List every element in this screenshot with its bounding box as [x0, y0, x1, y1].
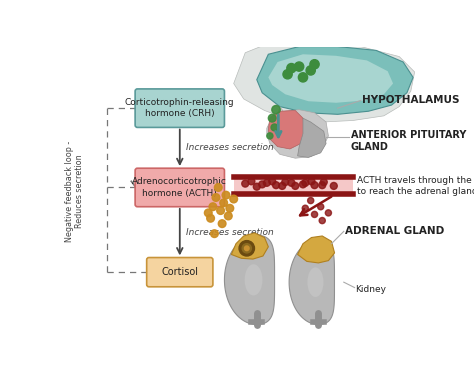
Circle shape	[292, 182, 299, 189]
Circle shape	[204, 209, 212, 217]
Circle shape	[222, 191, 230, 199]
Circle shape	[248, 178, 255, 185]
Circle shape	[302, 179, 309, 186]
Ellipse shape	[308, 267, 324, 297]
Circle shape	[319, 218, 325, 223]
Polygon shape	[268, 111, 305, 149]
Circle shape	[298, 73, 308, 82]
Circle shape	[226, 204, 234, 212]
Circle shape	[209, 203, 217, 211]
Circle shape	[283, 70, 292, 79]
Circle shape	[269, 178, 276, 185]
Circle shape	[310, 60, 319, 69]
Circle shape	[320, 178, 327, 185]
Circle shape	[268, 114, 276, 122]
Text: Increases secretion: Increases secretion	[186, 228, 273, 237]
Circle shape	[207, 215, 214, 222]
Circle shape	[318, 204, 324, 210]
Text: Corticotrophin-releasing
hormone (CRH): Corticotrophin-releasing hormone (CRH)	[125, 98, 235, 118]
Circle shape	[279, 182, 286, 189]
Polygon shape	[267, 110, 328, 158]
Text: Adrenocorticotrophic
hormone (ACTH): Adrenocorticotrophic hormone (ACTH)	[132, 177, 227, 197]
Circle shape	[302, 205, 309, 211]
Polygon shape	[289, 240, 335, 324]
Polygon shape	[234, 43, 415, 122]
Circle shape	[220, 199, 228, 207]
Circle shape	[271, 124, 278, 131]
Circle shape	[253, 183, 260, 190]
Circle shape	[230, 195, 237, 203]
Polygon shape	[274, 107, 310, 147]
Circle shape	[217, 207, 225, 215]
Circle shape	[311, 182, 318, 189]
Circle shape	[311, 211, 318, 218]
Circle shape	[319, 182, 326, 189]
FancyBboxPatch shape	[135, 89, 225, 127]
Circle shape	[294, 62, 304, 71]
Text: HYPOTHALAMUS: HYPOTHALAMUS	[362, 95, 460, 106]
Polygon shape	[298, 236, 335, 263]
Polygon shape	[257, 47, 413, 114]
Circle shape	[210, 230, 219, 237]
FancyBboxPatch shape	[135, 168, 225, 207]
Circle shape	[225, 212, 232, 220]
Text: ANTERIOR PITUITARY
GLAND: ANTERIOR PITUITARY GLAND	[351, 130, 466, 152]
Polygon shape	[231, 233, 268, 259]
Circle shape	[273, 182, 280, 189]
Text: ACTH travels through the blood
to reach the adrenal glands: ACTH travels through the blood to reach …	[357, 175, 474, 196]
Circle shape	[308, 178, 315, 185]
Bar	[235, 177, 353, 194]
Ellipse shape	[245, 264, 263, 296]
Circle shape	[300, 181, 307, 188]
Polygon shape	[298, 118, 326, 158]
Circle shape	[264, 179, 270, 186]
Circle shape	[259, 181, 265, 188]
Circle shape	[245, 246, 249, 251]
Circle shape	[287, 64, 296, 73]
Text: Kidney: Kidney	[356, 285, 386, 294]
Circle shape	[330, 182, 337, 189]
Circle shape	[325, 210, 331, 216]
Text: ADRENAL GLAND: ADRENAL GLAND	[346, 226, 445, 236]
Circle shape	[239, 241, 255, 256]
Circle shape	[212, 194, 220, 201]
Polygon shape	[268, 54, 393, 103]
Text: Increases secretion: Increases secretion	[186, 143, 273, 152]
FancyBboxPatch shape	[146, 258, 213, 287]
Circle shape	[272, 106, 280, 114]
Circle shape	[282, 178, 289, 185]
Circle shape	[306, 66, 315, 75]
Circle shape	[288, 179, 295, 186]
Circle shape	[242, 244, 251, 253]
Circle shape	[242, 180, 249, 187]
Circle shape	[308, 197, 314, 204]
Circle shape	[267, 133, 273, 139]
Circle shape	[214, 184, 222, 191]
Text: Cortisol: Cortisol	[161, 267, 198, 277]
Text: Negative feedback loop -
Reduces secretion: Negative feedback loop - Reduces secreti…	[64, 141, 84, 242]
Polygon shape	[225, 235, 274, 324]
Circle shape	[219, 220, 226, 227]
